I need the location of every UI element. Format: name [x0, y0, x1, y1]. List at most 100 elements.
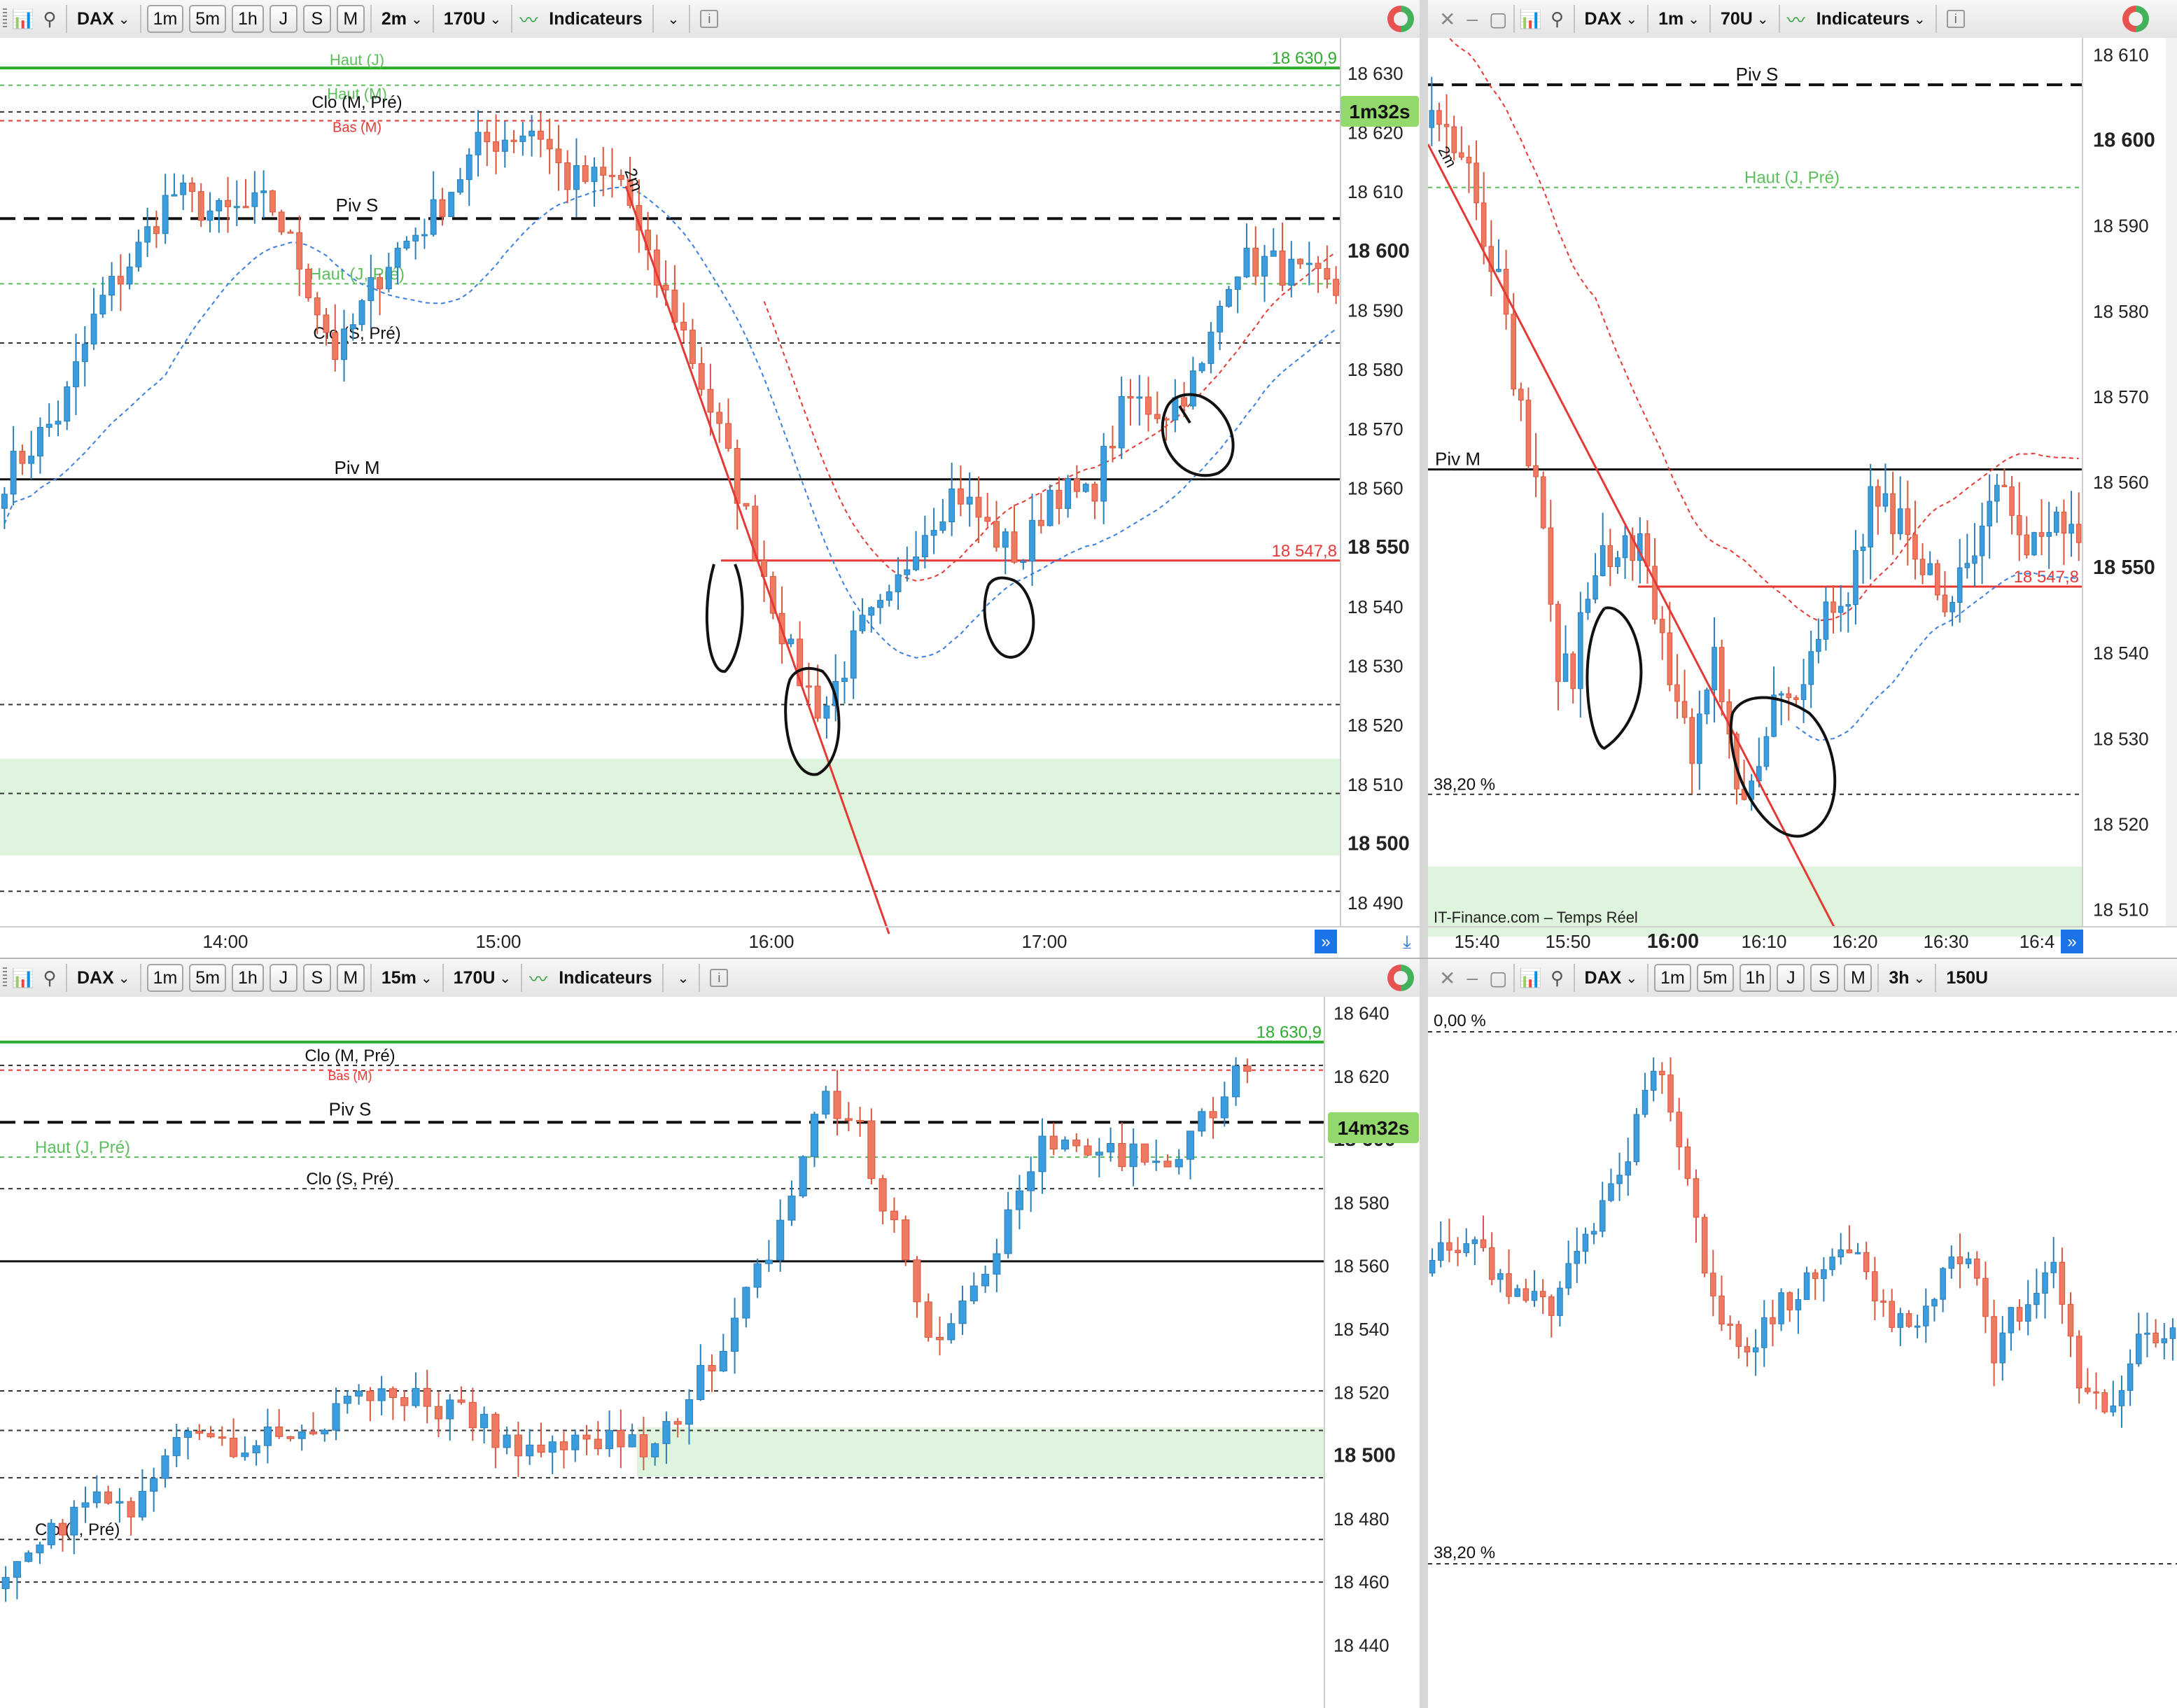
tl-candle — [1011, 504, 1018, 564]
interval-select[interactable]: 15m ⌄ — [377, 965, 437, 990]
trendline[interactable] — [1428, 144, 1835, 927]
interval-select[interactable]: 1m ⌄ — [1654, 6, 1704, 31]
candle-body — [304, 268, 312, 298]
candle-body — [135, 241, 142, 267]
period-1m-button[interactable]: 1m — [146, 964, 184, 992]
chart-area[interactable]: Haut (J) 18 630,9 Haut (M)Clo (M, Pré) Bas … — [0, 38, 1420, 958]
indicators-select[interactable]: Indicateurs — [545, 6, 646, 31]
candle-body — [108, 276, 115, 296]
period-j-button[interactable]: J — [269, 964, 298, 992]
indicators-dropdown[interactable]: ⌄ — [669, 965, 694, 990]
candle-body — [2061, 511, 2067, 534]
chart-panel-3h: ✕ – ▢ 📊 ⚲ DAX ⌄ 1m 5m 1h J S M 3h ⌄ 150U 0… — [1428, 959, 2177, 1708]
y-axis[interactable] — [2082, 38, 2177, 958]
br-candle — [1744, 1337, 1751, 1367]
y-tick-label: 18 510 — [2093, 899, 2149, 920]
refresh-icon[interactable] — [1387, 965, 1414, 991]
tr-candle — [1830, 584, 1836, 634]
period-1h-button[interactable]: 1h — [1739, 964, 1772, 992]
refresh-icon[interactable] — [2122, 6, 2149, 32]
maximize-icon[interactable]: ▢ — [1489, 8, 1508, 30]
period-j-button[interactable]: J — [1777, 964, 1805, 992]
candlestick-icon[interactable]: 📊 — [11, 8, 35, 29]
anchor-icon[interactable]: ⤓ — [1403, 931, 1411, 952]
info-icon[interactable]: i — [1946, 10, 1965, 28]
close-icon[interactable]: ✕ — [1439, 967, 1456, 989]
indicators-select[interactable]: Indicateurs ⌄ — [1812, 6, 1930, 31]
maximize-icon[interactable]: ▢ — [1489, 967, 1508, 989]
indicators-icon[interactable]: 〰 — [1786, 9, 1805, 31]
separator — [1647, 5, 1649, 33]
period-1m-button[interactable]: 1m — [1654, 964, 1691, 992]
y-axis[interactable] — [1340, 38, 1420, 958]
chart-area[interactable]: 18 630,9 Clo (M, Pré) Bas (M) Piv S Haut (J,… — [0, 997, 1420, 1708]
info-icon[interactable]: i — [700, 10, 719, 28]
divider-horizontal[interactable] — [0, 958, 2177, 959]
candle-body — [1189, 370, 1196, 407]
symbol-select[interactable]: DAX ⌄ — [1581, 6, 1642, 31]
divider-vertical[interactable] — [1420, 0, 1428, 1708]
symbol-select[interactable]: DAX ⌄ — [73, 6, 134, 31]
candle-body — [606, 1429, 614, 1450]
candle-body — [822, 1091, 830, 1115]
scroll-right-button[interactable] — [2061, 930, 2083, 953]
br-candle — [1676, 1098, 1682, 1170]
bl-candle — [332, 1387, 340, 1441]
period-m-button[interactable]: M — [336, 5, 365, 33]
minimize-icon[interactable]: – — [1466, 8, 1478, 29]
period-m-button[interactable]: M — [336, 964, 365, 992]
period-s-button[interactable]: S — [302, 5, 331, 33]
units-select[interactable]: 150U — [1942, 965, 1992, 990]
indicators-icon[interactable]: 〰 — [529, 968, 548, 990]
period-1m-button[interactable]: 1m — [146, 5, 184, 33]
candlestick-icon[interactable]: 📊 — [1519, 8, 1542, 29]
period-5m-button[interactable]: 5m — [189, 964, 227, 992]
tl-candle — [1037, 493, 1044, 534]
indicators-select[interactable]: Indicateurs — [554, 965, 656, 990]
period-5m-button[interactable]: 5m — [189, 5, 227, 33]
indicators-dropdown[interactable]: ⌄ — [659, 6, 684, 31]
tl-candle — [1270, 227, 1277, 257]
period-1h-button[interactable]: 1h — [232, 964, 264, 992]
candle-body — [1676, 1112, 1682, 1147]
trendline[interactable] — [624, 186, 890, 934]
period-s-button[interactable]: S — [302, 964, 331, 992]
candlestick-icon[interactable]: 📊 — [11, 967, 35, 988]
link-icon[interactable]: ⚲ — [43, 8, 57, 29]
candle-body — [1965, 1258, 1972, 1264]
info-icon[interactable]: i — [710, 969, 729, 987]
drag-handle[interactable] — [3, 8, 7, 29]
bl-candle — [1107, 1127, 1115, 1162]
link-icon[interactable]: ⚲ — [1550, 8, 1564, 29]
refresh-icon[interactable] — [1387, 6, 1414, 32]
period-s-button[interactable]: S — [1810, 964, 1839, 992]
units-select[interactable]: 70U ⌄ — [1716, 6, 1773, 31]
period-m-button[interactable]: M — [1844, 964, 1872, 992]
minimize-icon[interactable]: – — [1466, 967, 1478, 988]
interval-select[interactable]: 2m ⌄ — [377, 6, 427, 31]
y-tick-label: 18 560 — [1334, 1256, 1390, 1277]
symbol-select[interactable]: DAX ⌄ — [73, 965, 134, 990]
bl-candle — [902, 1215, 910, 1266]
candle-body — [1905, 1312, 1912, 1327]
drag-handle[interactable] — [3, 967, 7, 988]
period-j-button[interactable]: J — [269, 5, 298, 33]
period-5m-button[interactable]: 5m — [1696, 964, 1734, 992]
interval-select[interactable]: 3h ⌄ — [1884, 965, 1929, 990]
symbol-select[interactable]: DAX ⌄ — [1581, 965, 1642, 990]
units-select[interactable]: 170U ⌄ — [440, 6, 506, 31]
link-icon[interactable]: ⚲ — [43, 967, 57, 988]
period-1h-button[interactable]: 1h — [232, 5, 264, 33]
chart-area[interactable]: 0,00 % 38,20 % — [1428, 997, 2177, 1708]
tl-candle — [377, 273, 384, 316]
candlestick-icon[interactable]: 📊 — [1519, 967, 1542, 988]
indicators-icon[interactable]: 〰 — [519, 9, 538, 31]
y-axis[interactable] — [1324, 997, 1420, 1708]
close-icon[interactable]: ✕ — [1439, 8, 1456, 30]
units-select[interactable]: 170U ⌄ — [449, 965, 516, 990]
tl-candle — [135, 229, 142, 272]
scrollbar[interactable] — [2166, 38, 2177, 927]
link-icon[interactable]: ⚲ — [1550, 967, 1564, 988]
scroll-right-button[interactable] — [1315, 930, 1337, 953]
